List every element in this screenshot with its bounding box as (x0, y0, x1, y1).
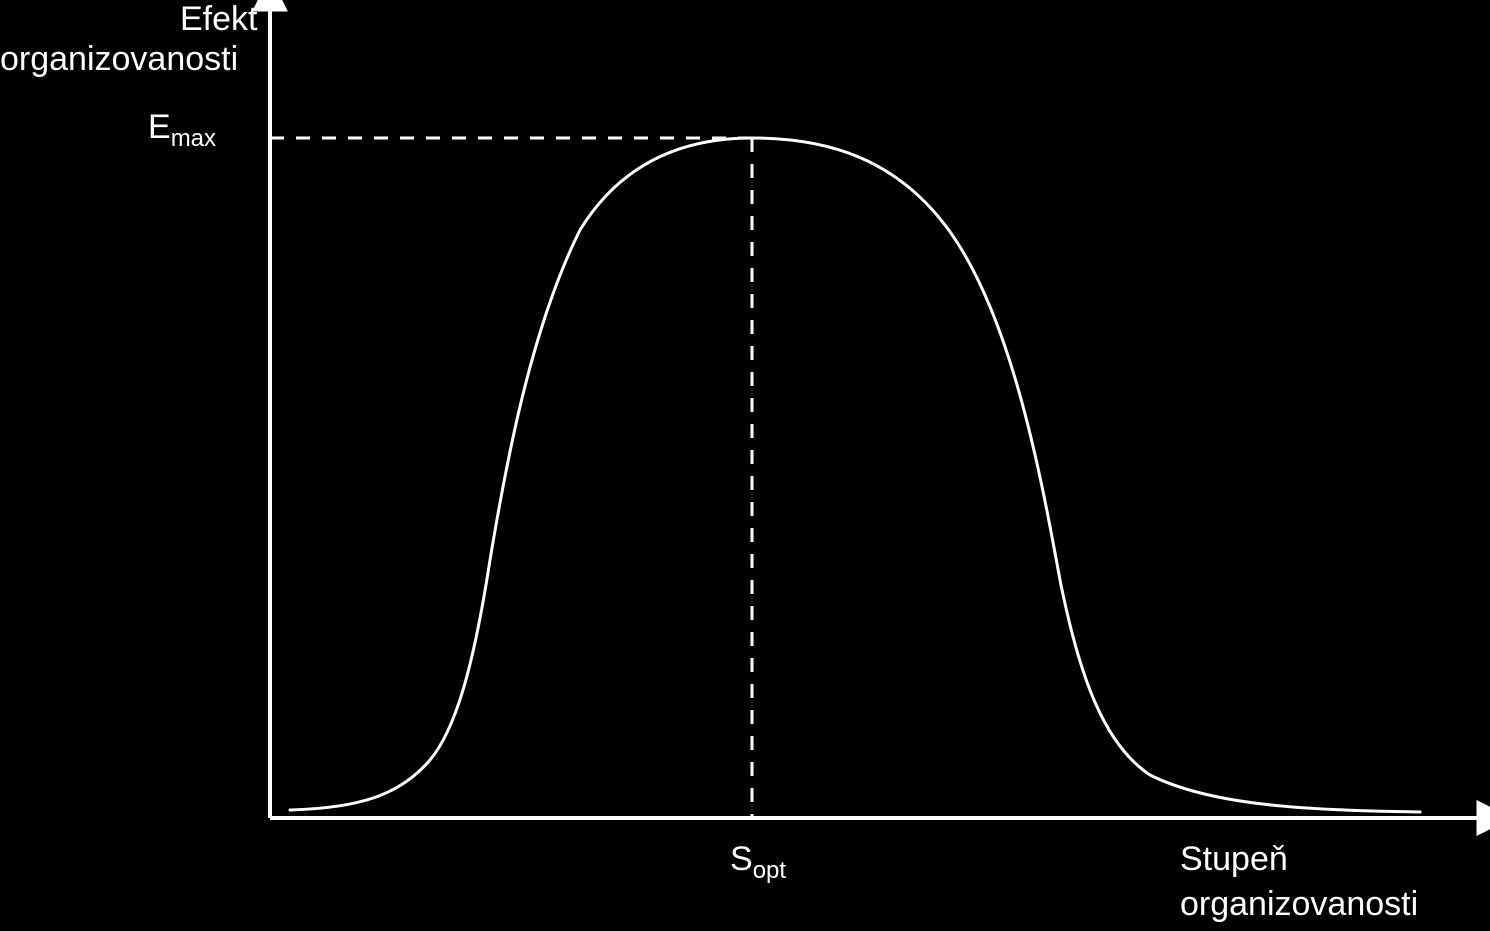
y-axis-label-line1: Efekt (180, 0, 258, 38)
y-axis-label-line2: organizovanosti (0, 40, 238, 78)
organization-effect-chart: EfektorganizovanostiStupeňorganizovanost… (0, 0, 1490, 931)
chart-background (0, 0, 1490, 931)
x-axis-label-line2: organizovanosti (1180, 885, 1418, 923)
x-axis-label-line1: Stupeň (1180, 840, 1288, 878)
